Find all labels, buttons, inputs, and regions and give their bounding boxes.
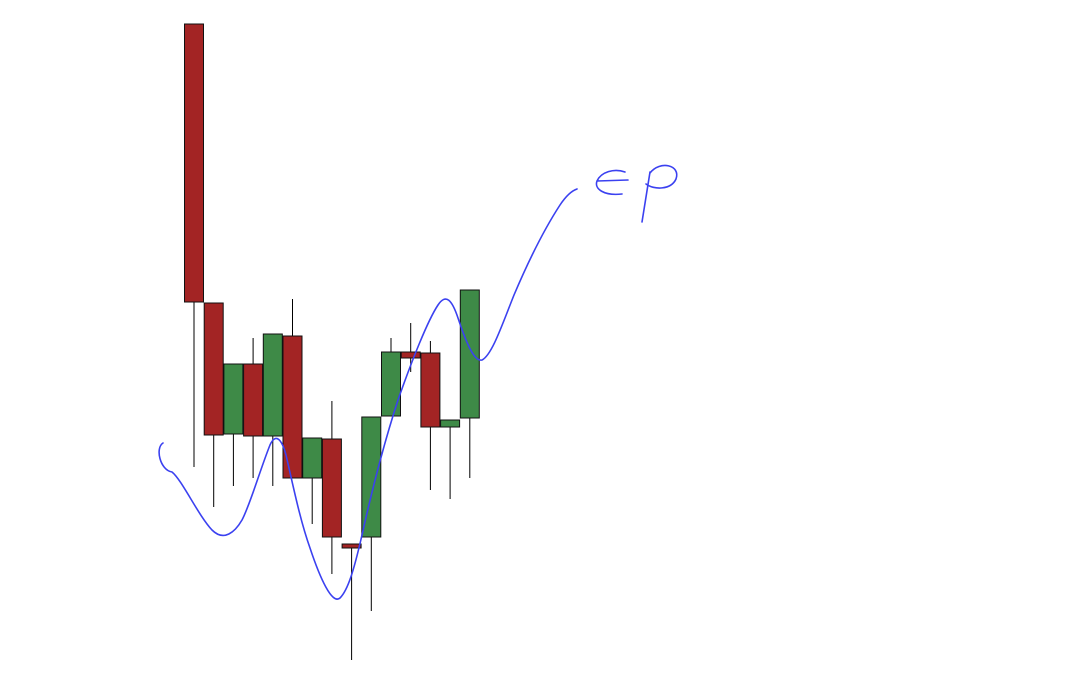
bullish-candle xyxy=(361,416,382,538)
bullish-candle xyxy=(381,351,401,417)
bearish-candle xyxy=(184,23,204,303)
handwritten-p-stroke xyxy=(641,164,678,223)
bullish-candle xyxy=(262,333,283,437)
handwritten-e-stroke xyxy=(595,169,629,196)
bearish-candle xyxy=(400,351,421,359)
bullish-candle xyxy=(223,363,244,435)
bearish-candle xyxy=(341,543,362,549)
bearish-candle xyxy=(282,335,303,479)
bullish-candle xyxy=(440,419,461,428)
bearish-candle xyxy=(420,352,441,428)
bearish-candle xyxy=(203,302,224,436)
handwritten-ep-label xyxy=(595,164,678,223)
bearish-candle xyxy=(243,363,264,437)
bullish-candle xyxy=(459,289,480,419)
bearish-candle xyxy=(321,438,342,538)
annotation-curve xyxy=(158,188,578,600)
bullish-candle xyxy=(302,437,323,479)
candles-group xyxy=(184,23,480,660)
